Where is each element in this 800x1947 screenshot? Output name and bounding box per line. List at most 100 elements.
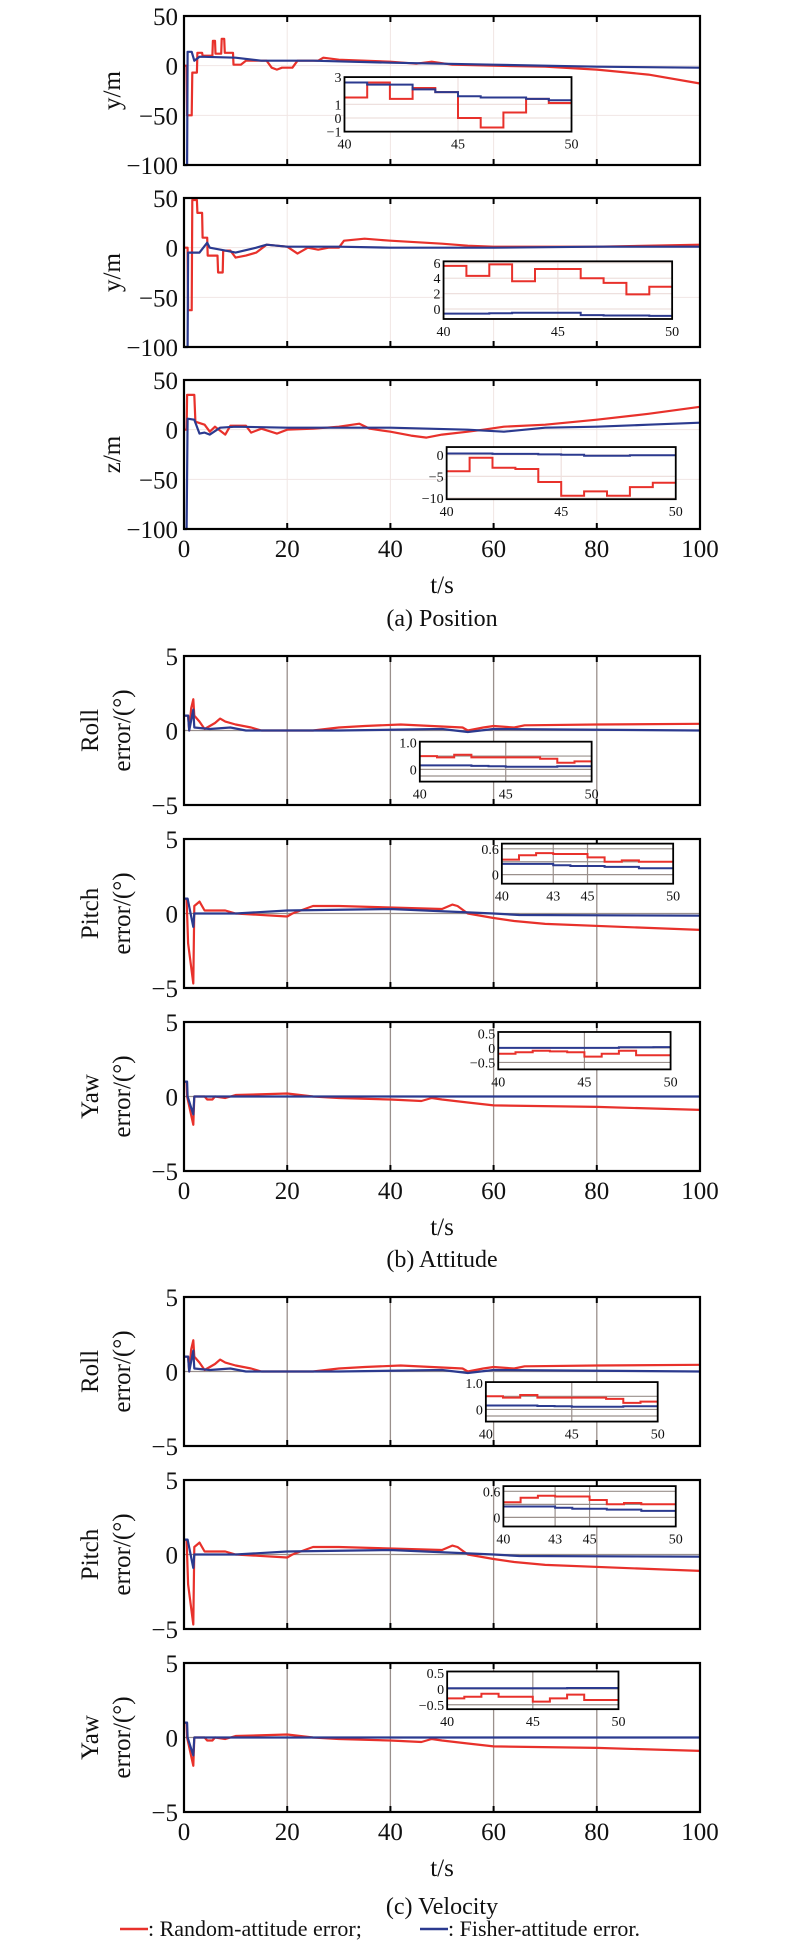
x-axis-label: t/s (430, 1214, 454, 1241)
axes-frame (182, 378, 702, 531)
y-tick-label: 50 (153, 4, 178, 31)
y-tick-label: 0 (166, 236, 179, 263)
inset-series-fisher (501, 862, 674, 870)
x-tick-label: 80 (584, 1178, 609, 1205)
inset-y-tick-label: 0 (493, 1511, 500, 1526)
inset-x-tick-label: 50 (665, 325, 679, 340)
inset-x-tick-label: 40 (440, 505, 454, 520)
x-tick-label: 60 (481, 1819, 506, 1846)
axes-frame (182, 1478, 702, 1631)
inset-x-tick-label: 43 (548, 1532, 562, 1547)
y-tick-label: 0 (166, 1543, 179, 1570)
y-tick-label: 0 (166, 418, 179, 445)
y-axis-label: error/(°) (109, 689, 136, 771)
inset-frame (445, 446, 677, 501)
inset-y-tick-label: 0 (476, 1403, 483, 1418)
series-line-random (184, 1080, 701, 1126)
inset-x-tick-label: 50 (611, 1715, 625, 1730)
series-line-fisher (184, 708, 701, 734)
y-tick-label: 50 (153, 368, 178, 395)
inset-y-tick-label: 0 (437, 449, 444, 464)
y-axis-label: error/(°) (109, 1330, 136, 1412)
x-tick-label: 60 (481, 1178, 506, 1205)
inset-series-fisher (443, 311, 673, 317)
y-axis-label: z/m (99, 435, 126, 473)
inset-x-tick-label: 40 (479, 1428, 493, 1443)
series-line-fisher (184, 50, 701, 167)
y-tick-label: 0 (166, 902, 179, 929)
inset-series-random (419, 753, 592, 764)
y-axis-label: error/(°) (109, 872, 136, 954)
subfigure-caption: (c) Velocity (386, 1894, 498, 1920)
y-tick-label: −100 (126, 153, 178, 180)
x-tick-label: 40 (378, 1819, 403, 1846)
inset-x-tick-label: 50 (585, 788, 599, 803)
y-tick-label: 5 (166, 1285, 179, 1312)
x-tick-label: 20 (275, 1178, 300, 1205)
inset-x-tick-label: 45 (499, 788, 513, 803)
inset-x-tick-label: 43 (546, 890, 560, 905)
inset-y-tick-label: 0.5 (478, 1027, 496, 1042)
axes-frame (182, 14, 702, 167)
inset-frame (442, 260, 674, 320)
inset-x-tick-label: 40 (496, 1532, 510, 1547)
inset-x-tick-label: 50 (669, 505, 683, 520)
series-line-random (184, 198, 701, 312)
axes-frame (182, 1020, 702, 1173)
subfigure-caption: (b) Attitude (386, 1247, 497, 1273)
y-tick-label: 0 (166, 719, 179, 746)
x-tick-label: 40 (378, 1178, 403, 1205)
series-line-fisher (184, 1349, 701, 1375)
y-tick-label: 50 (153, 186, 178, 213)
y-tick-label: −5 (151, 793, 178, 820)
inset-y-tick-label: −10 (422, 492, 444, 507)
inset-y-tick-label: 0 (334, 112, 341, 127)
inset-series-random (447, 1692, 619, 1703)
inset-y-tick-label: 0 (410, 763, 417, 778)
inset-plot: 40 45 50 1.0 0 (465, 1377, 664, 1442)
inset-frame (484, 1381, 659, 1423)
y-tick-label: −5 (151, 1434, 178, 1461)
inset-plot: 40 43 45 50 0.6 0 (481, 842, 680, 905)
y-tick-label: 0 (166, 1085, 179, 1112)
y-tick-label: −50 (139, 103, 178, 130)
inset-y-tick-label: 0 (488, 1042, 495, 1057)
inset-frame (500, 842, 675, 885)
legend: : Random-attitude error;: Fisher-attitud… (120, 1916, 640, 1941)
inset-x-tick-label: 40 (440, 1715, 454, 1730)
y-axis-label: Pitch (77, 1528, 104, 1580)
inset-series-random (498, 1049, 671, 1058)
x-tick-label: 20 (275, 536, 300, 563)
series-line-random (184, 698, 701, 732)
inset-y-tick-label: 0 (492, 869, 499, 884)
inset-frame (497, 1031, 672, 1071)
inset-y-tick-label: 3 (334, 71, 341, 86)
x-tick-label: 0 (178, 536, 191, 563)
axes-frame (182, 837, 702, 990)
y-tick-label: 5 (166, 1010, 179, 1037)
y-tick-label: 0 (166, 54, 179, 81)
inset-y-tick-label: 6 (434, 257, 441, 272)
inset-series-fisher (503, 1505, 676, 1512)
inset-y-tick-label: 0 (434, 303, 441, 318)
inset-series-random (443, 263, 673, 296)
x-tick-label: 40 (378, 536, 403, 563)
axes-frame (182, 1661, 702, 1814)
y-tick-label: 5 (166, 1468, 179, 1495)
inset-x-tick-label: 45 (565, 1428, 579, 1443)
inset-frame (446, 1670, 620, 1711)
x-tick-label: 0 (178, 1819, 191, 1846)
inset-x-tick-label: 40 (491, 1075, 505, 1090)
inset-y-tick-label: 1 (334, 98, 341, 113)
y-tick-label: 0 (166, 1726, 179, 1753)
inset-frame (502, 1485, 677, 1528)
y-axis-label: Pitch (77, 887, 104, 939)
legend-label: : Fisher-attitude error. (448, 1916, 640, 1941)
inset-series-fisher (446, 452, 676, 457)
